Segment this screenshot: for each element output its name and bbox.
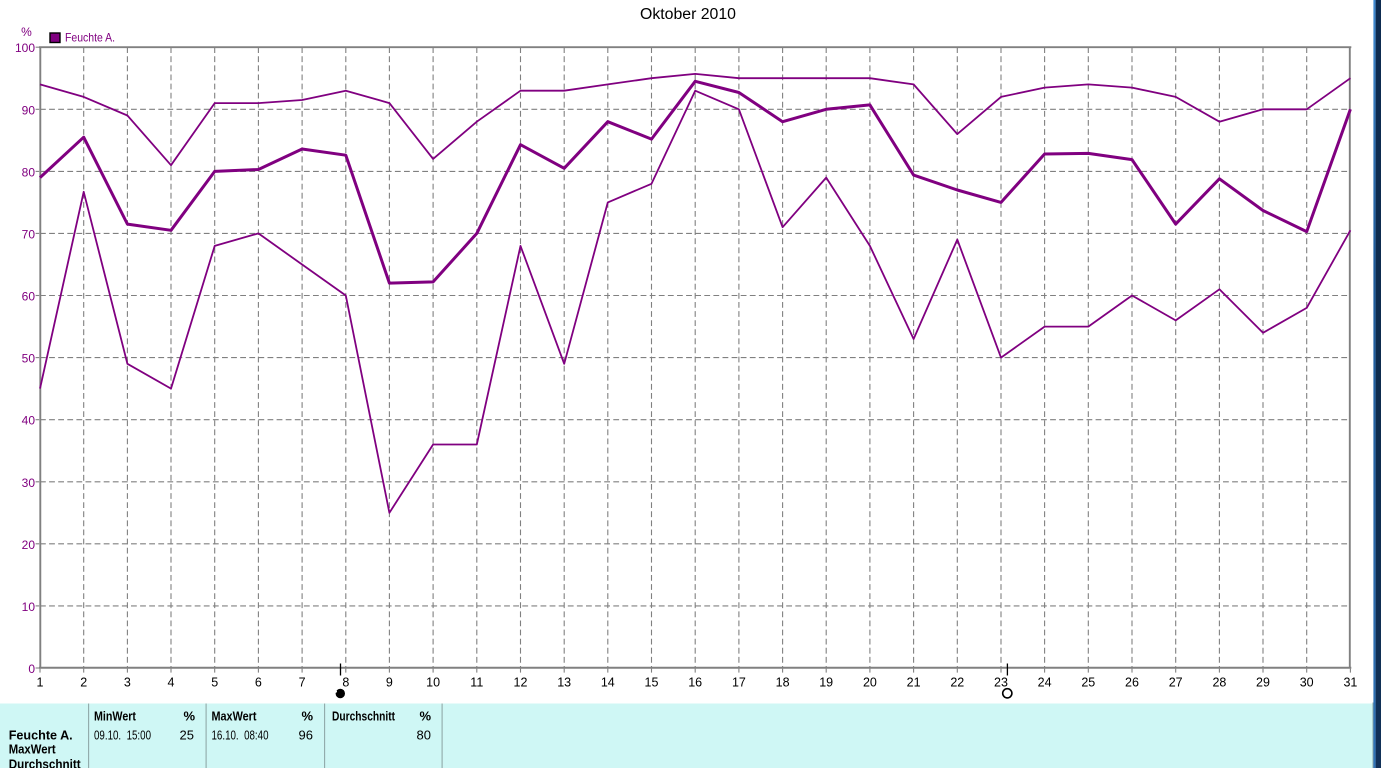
svg-text:%: % — [21, 25, 32, 39]
svg-text:%: % — [183, 709, 195, 724]
svg-text:MaxWert: MaxWert — [212, 709, 258, 724]
svg-text:Oktober 2010: Oktober 2010 — [640, 6, 736, 23]
svg-text:96: 96 — [299, 728, 313, 743]
svg-text:%: % — [301, 709, 313, 724]
svg-text:MaxWert: MaxWert — [9, 742, 57, 757]
svg-text:6: 6 — [255, 676, 262, 690]
svg-text:21: 21 — [907, 676, 921, 690]
svg-text:15: 15 — [645, 676, 659, 690]
svg-text:26: 26 — [1125, 676, 1139, 690]
svg-text:Feuchte A.: Feuchte A. — [65, 31, 115, 45]
svg-text:23: 23 — [994, 676, 1008, 690]
svg-text:80: 80 — [417, 728, 431, 743]
svg-text:MinWert: MinWert — [94, 709, 137, 724]
svg-text:09.10. 15:00: 09.10. 15:00 — [94, 728, 151, 743]
svg-text:2: 2 — [80, 676, 87, 690]
svg-text:12: 12 — [514, 676, 528, 690]
svg-text:90: 90 — [22, 103, 36, 117]
svg-text:40: 40 — [22, 414, 36, 428]
svg-text:%: % — [419, 709, 431, 724]
svg-text:16.10. 08:40: 16.10. 08:40 — [212, 728, 269, 743]
svg-text:3: 3 — [124, 676, 131, 690]
svg-text:Durchschnitt: Durchschnitt — [9, 757, 82, 768]
svg-text:27: 27 — [1169, 676, 1183, 690]
svg-text:14: 14 — [601, 676, 615, 690]
svg-text:30: 30 — [22, 476, 36, 490]
svg-text:10: 10 — [22, 600, 36, 614]
svg-text:50: 50 — [22, 352, 36, 366]
svg-text:13: 13 — [557, 676, 571, 690]
svg-text:31: 31 — [1343, 676, 1357, 690]
svg-text:18: 18 — [776, 676, 790, 690]
svg-text:20: 20 — [863, 676, 877, 690]
svg-text:11: 11 — [470, 676, 483, 690]
svg-text:5: 5 — [211, 676, 218, 690]
svg-text:8: 8 — [342, 676, 349, 690]
svg-text:20: 20 — [22, 538, 36, 552]
svg-text:Feuchte A.: Feuchte A. — [9, 728, 73, 743]
svg-text:70: 70 — [22, 227, 36, 241]
svg-text:25: 25 — [1081, 676, 1095, 690]
svg-text:100: 100 — [15, 41, 35, 55]
svg-text:19: 19 — [819, 676, 833, 690]
svg-text:4: 4 — [168, 676, 175, 690]
svg-text:7: 7 — [299, 676, 306, 690]
svg-text:22: 22 — [950, 676, 964, 690]
svg-text:1: 1 — [37, 676, 44, 690]
svg-text:60: 60 — [22, 290, 36, 304]
svg-text:9: 9 — [386, 676, 393, 690]
svg-text:0: 0 — [28, 662, 35, 676]
svg-text:80: 80 — [22, 165, 36, 179]
svg-text:16: 16 — [688, 676, 702, 690]
svg-text:Durchschnitt: Durchschnitt — [332, 709, 396, 724]
svg-text:30: 30 — [1300, 676, 1314, 690]
svg-text:28: 28 — [1212, 676, 1226, 690]
svg-text:29: 29 — [1256, 676, 1270, 690]
svg-text:17: 17 — [732, 676, 746, 690]
svg-text:10: 10 — [426, 676, 440, 690]
svg-text:24: 24 — [1038, 676, 1052, 690]
svg-text:25: 25 — [180, 728, 194, 743]
